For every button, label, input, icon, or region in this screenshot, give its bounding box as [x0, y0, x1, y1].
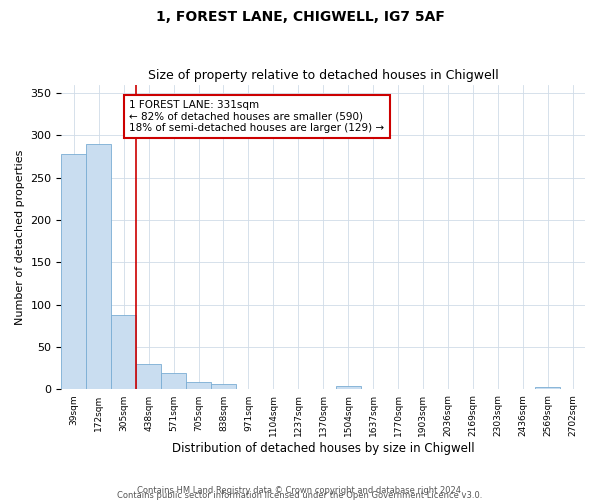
Bar — [86, 144, 111, 390]
Bar — [136, 364, 161, 390]
X-axis label: Distribution of detached houses by size in Chigwell: Distribution of detached houses by size … — [172, 442, 475, 455]
Text: 1, FOREST LANE, CHIGWELL, IG7 5AF: 1, FOREST LANE, CHIGWELL, IG7 5AF — [155, 10, 445, 24]
Title: Size of property relative to detached houses in Chigwell: Size of property relative to detached ho… — [148, 69, 499, 82]
Bar — [335, 386, 361, 390]
Text: 1 FOREST LANE: 331sqm
← 82% of detached houses are smaller (590)
18% of semi-det: 1 FOREST LANE: 331sqm ← 82% of detached … — [130, 100, 385, 133]
Text: Contains HM Land Registry data © Crown copyright and database right 2024.: Contains HM Land Registry data © Crown c… — [137, 486, 463, 495]
Bar — [111, 315, 136, 390]
Y-axis label: Number of detached properties: Number of detached properties — [15, 150, 25, 324]
Bar — [186, 382, 211, 390]
Bar — [535, 387, 560, 390]
Bar — [161, 372, 186, 390]
Bar — [211, 384, 236, 390]
Text: Contains public sector information licensed under the Open Government Licence v3: Contains public sector information licen… — [118, 491, 482, 500]
Bar — [61, 154, 86, 390]
